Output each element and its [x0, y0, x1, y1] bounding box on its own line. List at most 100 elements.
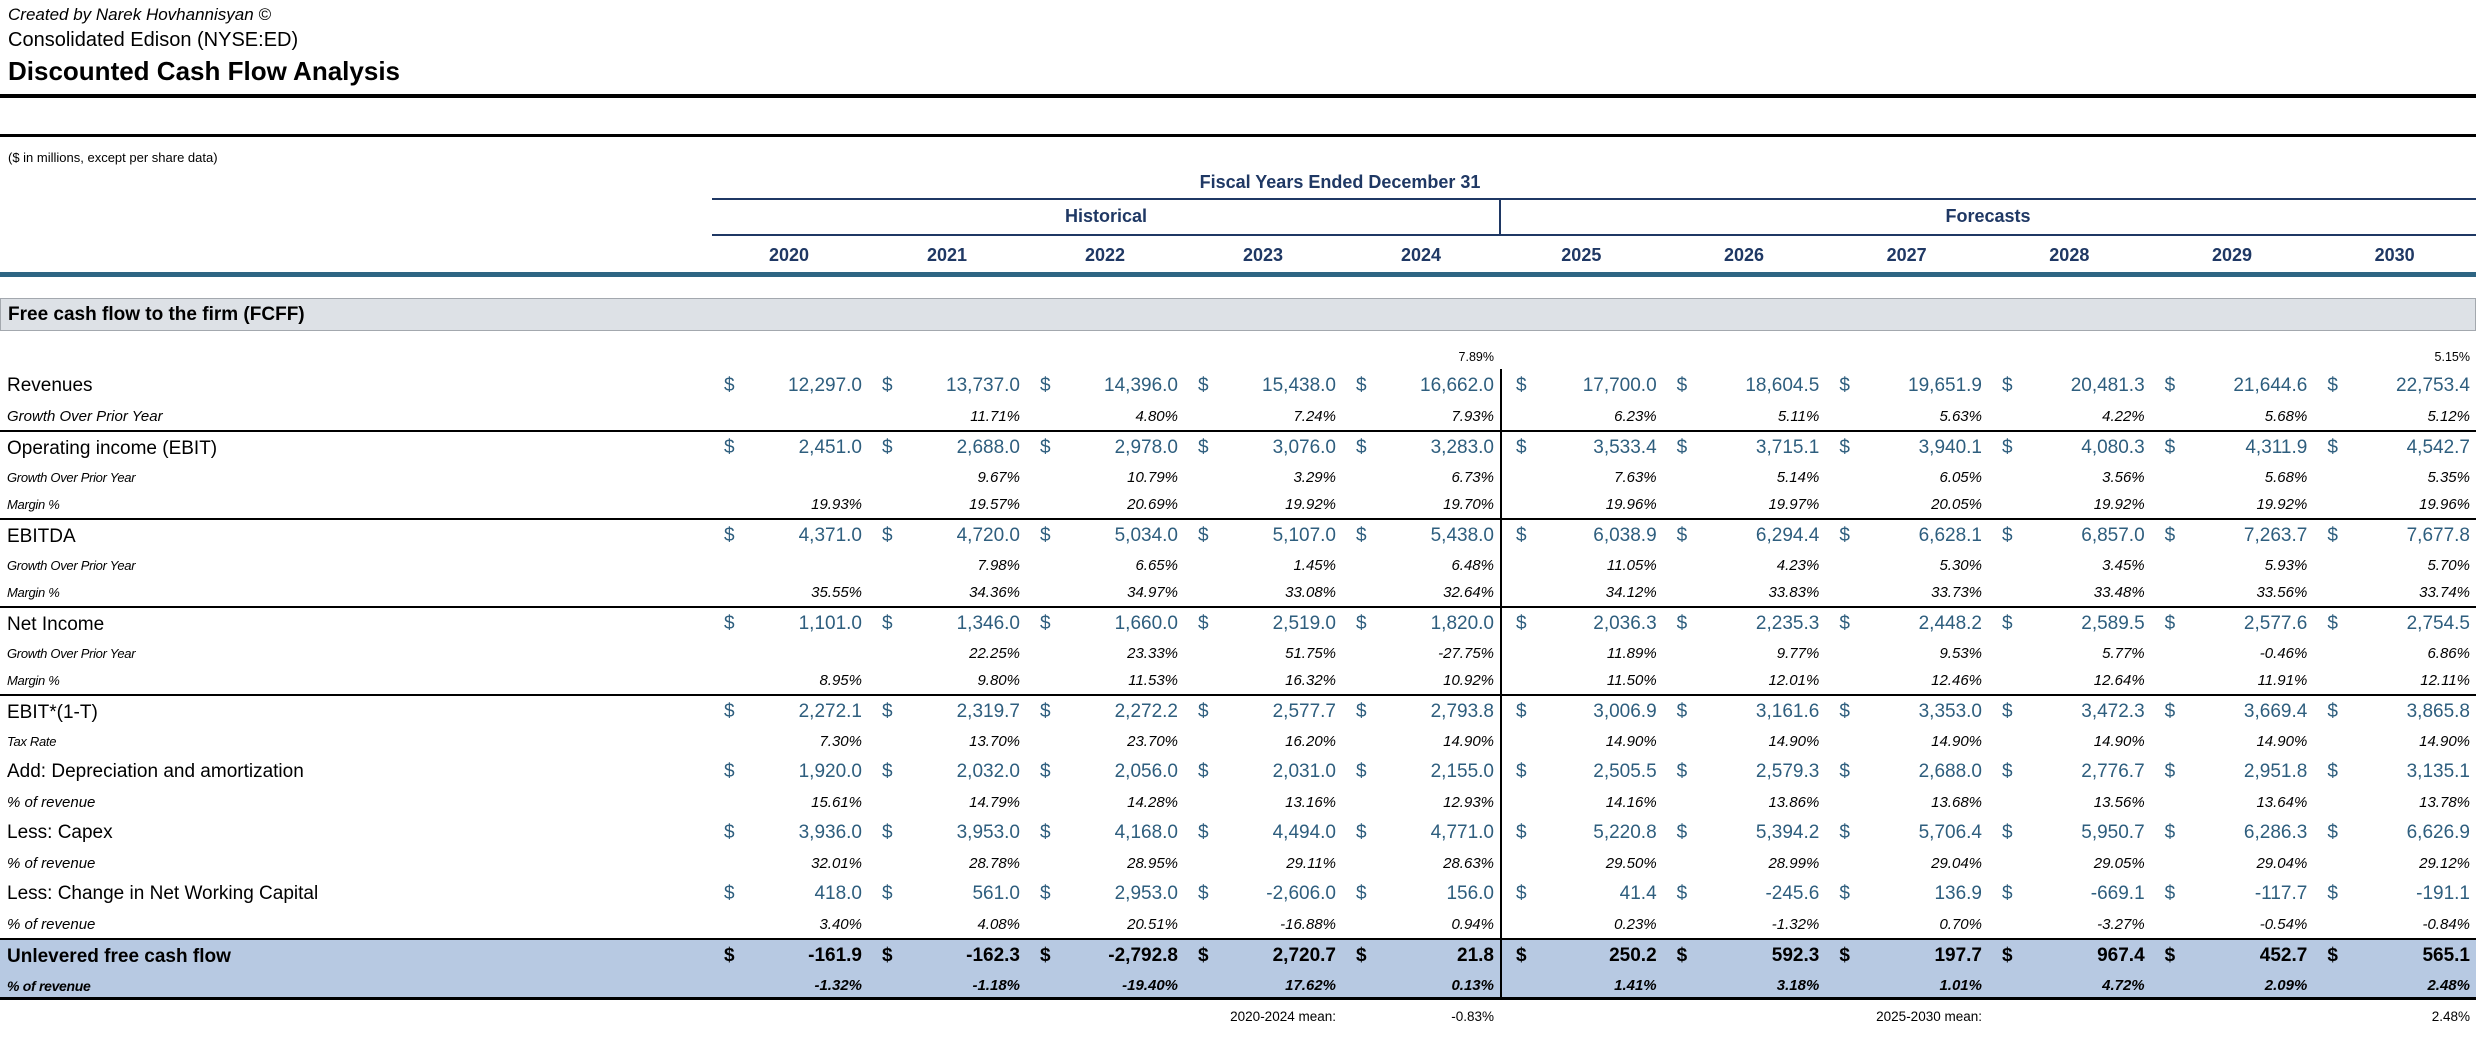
- cell-value: 7.30%: [819, 733, 862, 750]
- cell-value: 34.97%: [1127, 584, 1178, 601]
- cell-value: 6,038.9: [1593, 525, 1657, 546]
- currency-symbol: $: [2327, 945, 2338, 966]
- row-label: Tax Rate: [7, 734, 57, 749]
- cell-2022: 34.97%: [1026, 579, 1184, 606]
- cell-2028: 14.90%: [1988, 728, 2151, 755]
- currency-symbol: $: [2327, 613, 2338, 634]
- currency-symbol: $: [2327, 822, 2338, 843]
- currency-symbol: $: [1356, 701, 1367, 722]
- cell-2024: 0.94%: [1342, 911, 1500, 938]
- cell-value: 9.77%: [1776, 645, 1820, 662]
- cell-value: 5.11%: [1777, 408, 1820, 425]
- cell-value: 3,953.0: [956, 822, 1020, 843]
- empty-cell: [1184, 331, 1342, 369]
- currency-symbol: $: [1839, 701, 1850, 722]
- cell-2024: $2,793.8: [1342, 696, 1500, 728]
- cell-value: 5,950.7: [2081, 822, 2145, 843]
- cell-2021: $561.0: [868, 877, 1026, 911]
- historical-underline: [712, 234, 1500, 236]
- cell-value: 6.48%: [1451, 557, 1494, 574]
- cell-2029: 11.91%: [2151, 667, 2314, 694]
- cell-value: 4.72%: [2102, 977, 2145, 994]
- cell-value: 3.40%: [819, 916, 862, 933]
- cell-value: 4.23%: [1776, 557, 1820, 574]
- year-header-2026: 2026: [1723, 245, 1765, 265]
- cell-value: 2,031.0: [1272, 761, 1336, 782]
- cell-2022: $2,978.0: [1026, 432, 1184, 464]
- cell-value: -1.18%: [972, 977, 1020, 994]
- cell-2029: 13.64%: [2151, 789, 2314, 816]
- currency-symbol: $: [1516, 375, 1527, 396]
- cell-2023: 7.24%: [1184, 403, 1342, 430]
- cell-value: 4,080.3: [2081, 437, 2145, 458]
- cell-2027: 5.63%: [1825, 403, 1988, 430]
- cell-2023: 17.62%: [1184, 972, 1342, 997]
- currency-symbol: $: [1516, 761, 1527, 782]
- cell-value: 20,481.3: [2070, 375, 2145, 396]
- cell-value: 2,776.7: [2081, 761, 2145, 782]
- cell-value: 2,577.7: [1272, 701, 1336, 722]
- cell-2020: [710, 464, 868, 491]
- cell-value: 0.94%: [1451, 916, 1494, 933]
- empty-cell: [1825, 331, 1988, 369]
- cell-value: 33.56%: [2256, 584, 2308, 601]
- cell-2030: $565.1: [2313, 940, 2476, 972]
- cell-value: 2,688.0: [1918, 761, 1982, 782]
- cell-value: 29.50%: [1605, 855, 1657, 872]
- currency-symbol: $: [724, 945, 735, 966]
- cell-value: 13.64%: [2256, 794, 2308, 811]
- cell-value: 29.04%: [1931, 855, 1982, 872]
- currency-symbol: $: [1516, 945, 1527, 966]
- currency-symbol: $: [724, 375, 735, 396]
- cell-2020: $12,297.0: [710, 369, 868, 403]
- cell-2029: 33.56%: [2151, 579, 2314, 606]
- cell-2021: 19.57%: [868, 491, 1026, 518]
- cell-2027: 0.70%: [1825, 911, 1988, 938]
- cell-value: 3.29%: [1293, 469, 1336, 486]
- currency-symbol: $: [724, 613, 735, 634]
- cell-value: 11.50%: [1606, 672, 1657, 689]
- currency-symbol: $: [882, 437, 893, 458]
- cell-2030: 2.48%: [2313, 972, 2476, 997]
- cell-2027: 5.30%: [1825, 552, 1988, 579]
- cell-2021: $4,720.0: [868, 520, 1026, 552]
- company-name: Consolidated Edison (NYSE:ED): [8, 29, 299, 51]
- table-row: Margin % 19.93% 19.57% 20.69% 19.92% 19.70% 19…: [0, 491, 2476, 518]
- cell-value: 5.12%: [2427, 408, 2470, 425]
- year-header-2025: 2025: [1561, 245, 1602, 265]
- cell-2023: 51.75%: [1184, 640, 1342, 667]
- cell-value: -16.88%: [1280, 916, 1336, 933]
- years-row: 2020 2021 2022 2023 2024 2025 2026 2027 2028 2029…: [0, 240, 2476, 270]
- cell-2020: $418.0: [710, 877, 868, 911]
- cell-2025: $41.4: [1500, 877, 1663, 911]
- currency-symbol: $: [724, 883, 735, 904]
- cell-value: 565.1: [2422, 945, 2470, 966]
- cell-value: 34.12%: [1605, 584, 1657, 601]
- cell-2024: -27.75%: [1342, 640, 1500, 667]
- cell-2024: $156.0: [1342, 877, 1500, 911]
- cell-2023: $2,577.7: [1184, 696, 1342, 728]
- cell-value: 14.90%: [1443, 733, 1494, 750]
- cell-2027: $2,688.0: [1825, 755, 1988, 789]
- forecast-growth-assumption: 5.15%: [2434, 350, 2470, 364]
- cell-value: 11.05%: [1606, 557, 1657, 574]
- currency-symbol: $: [1356, 761, 1367, 782]
- cell-value: 33.83%: [1768, 584, 1820, 601]
- cell-value: 5.35%: [2427, 469, 2470, 486]
- cell-2027: $197.7: [1825, 940, 1988, 972]
- cell-2023: $ -2,606.0: [1184, 877, 1342, 911]
- cell-value: 7.63%: [1614, 469, 1657, 486]
- cell-2022: $2,953.0: [1026, 877, 1184, 911]
- cell-value: 2,579.3: [1755, 761, 1820, 782]
- cell-value: 14.16%: [1605, 794, 1657, 811]
- cell-2020: -1.32%: [710, 972, 868, 997]
- cell-2028: 4.22%: [1988, 403, 2151, 430]
- currency-symbol: $: [1839, 822, 1850, 843]
- cell-value: 29.05%: [2093, 855, 2145, 872]
- cell-2026: 5.14%: [1663, 464, 1826, 491]
- cell-2027: 1.01%: [1825, 972, 1988, 997]
- currency-symbol: $: [1839, 525, 1850, 546]
- cell-value: 2,577.6: [2243, 613, 2308, 634]
- table-row: EBITDA $4,371.0 $4,720.0 $5,034.0 $5,107.0 $5…: [0, 518, 2476, 552]
- cell-2029: 2.09%: [2151, 972, 2314, 997]
